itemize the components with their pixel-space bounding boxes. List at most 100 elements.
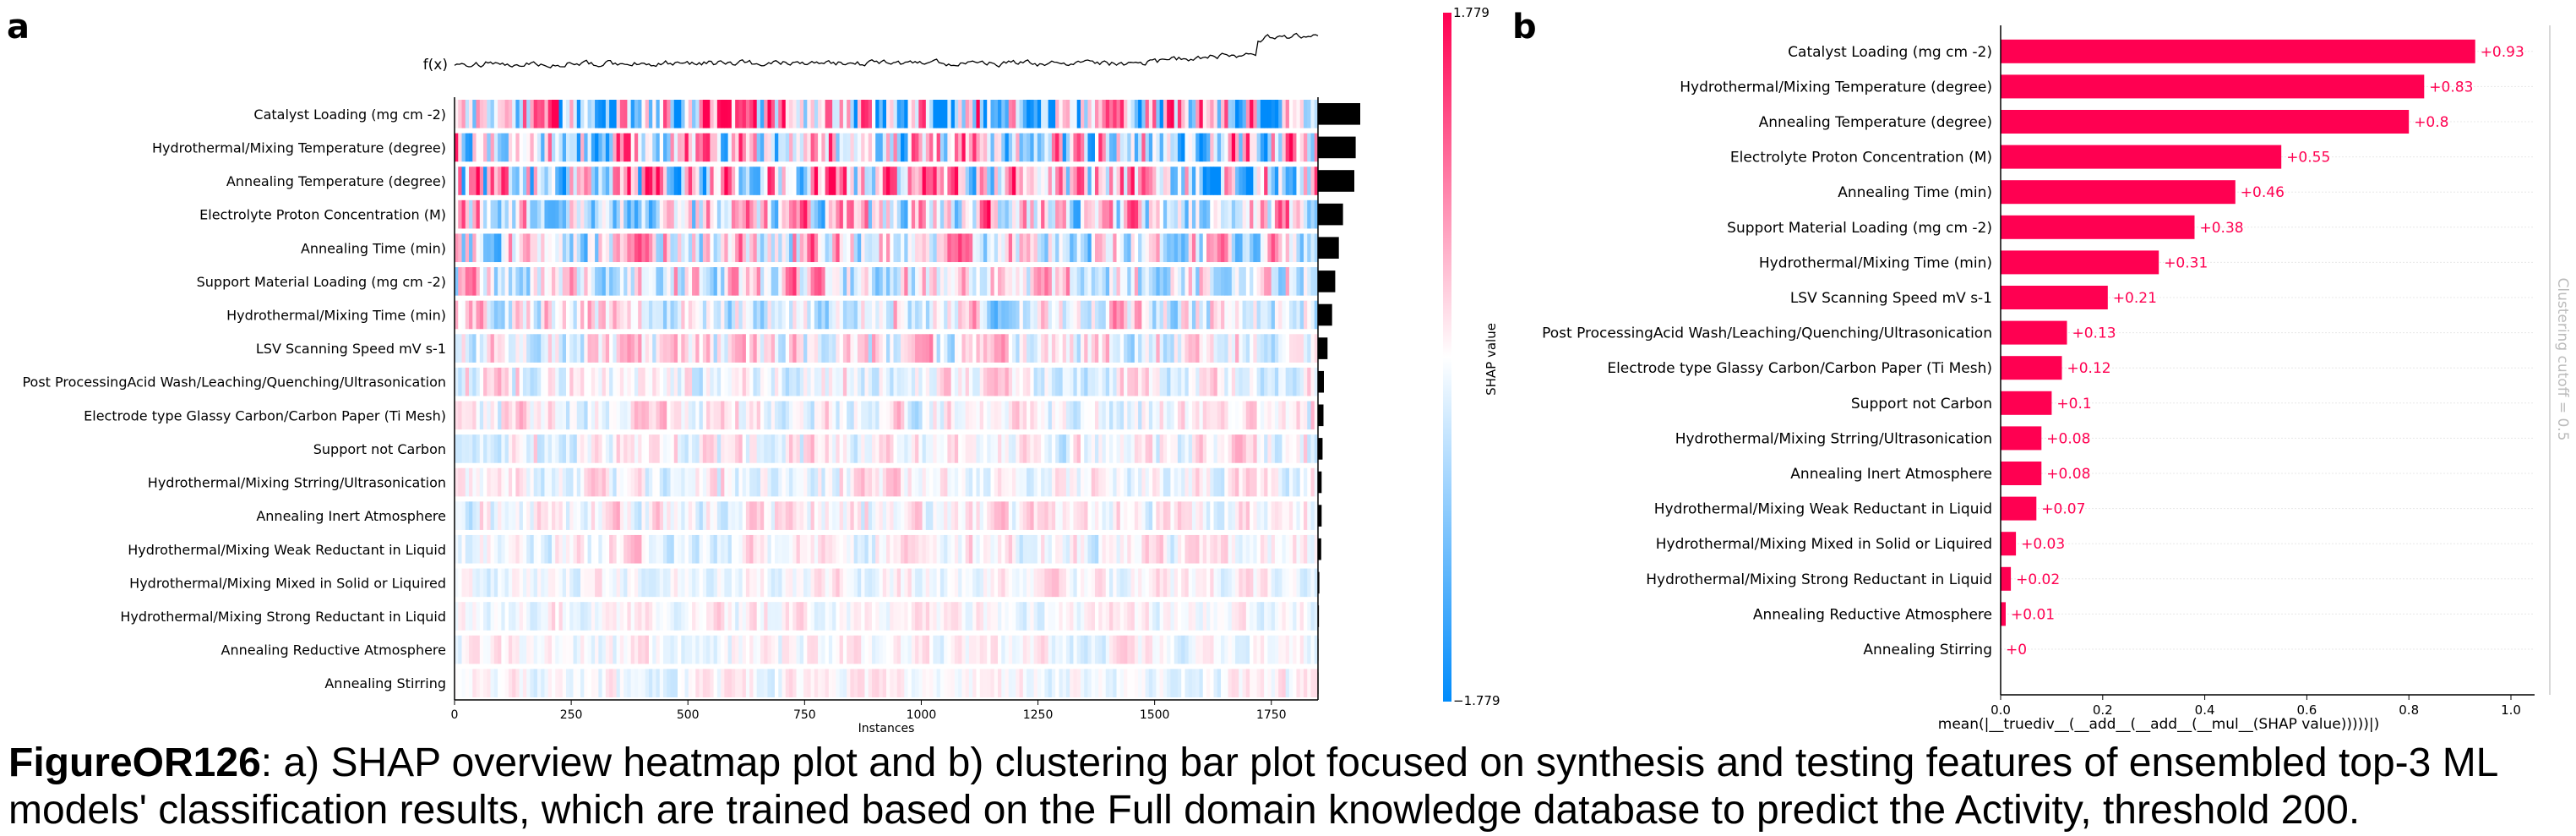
heatmap-cell <box>1191 334 1196 363</box>
heatmap-cell <box>731 233 736 263</box>
heatmap-cell <box>1163 133 1168 162</box>
heatmap-cell <box>591 501 596 530</box>
heatmap-cell <box>1274 167 1279 195</box>
heatmap-cell <box>1278 100 1283 128</box>
heatmap-cell <box>850 602 855 631</box>
heatmap-cell <box>483 669 487 697</box>
heatmap-cell <box>530 501 535 530</box>
heatmap-cell <box>479 434 484 463</box>
heatmap-cell <box>634 635 639 664</box>
heatmap-cell <box>994 602 999 631</box>
heatmap-cell <box>1062 669 1067 697</box>
heatmap-cell <box>771 233 776 263</box>
heatmap-cell <box>875 133 880 162</box>
heatmap-cell <box>605 167 610 195</box>
heatmap-cell <box>745 267 750 296</box>
heatmap-cell <box>1224 334 1228 363</box>
heatmap-cell <box>1167 669 1171 697</box>
heatmap-cell <box>1250 669 1254 697</box>
heatmap-cell <box>1213 467 1218 497</box>
bar-category-label: Hydrothermal/Mixing Mixed in Solid or Li… <box>1656 536 1992 553</box>
heatmap-cell <box>839 534 844 564</box>
heatmap-cell <box>918 467 923 497</box>
heatmap-cell <box>616 669 621 697</box>
heatmap-cell <box>1130 534 1136 564</box>
heatmap-cell <box>1030 434 1034 463</box>
heatmap-cell <box>836 434 841 463</box>
heatmap-cell <box>882 233 887 263</box>
heatmap-cell <box>842 635 847 664</box>
heatmap-cell <box>799 401 804 430</box>
heatmap-cell <box>493 334 498 363</box>
heatmap-cell <box>998 367 1002 396</box>
heatmap-cell <box>1195 635 1200 664</box>
heatmap-cell <box>1210 367 1214 396</box>
heatmap-cell <box>504 669 509 697</box>
heatmap-cell <box>721 267 725 296</box>
heatmap-cell <box>469 334 473 363</box>
heatmap-cell <box>915 635 919 664</box>
heatmap-cell <box>1119 602 1125 631</box>
heatmap-cell <box>1185 568 1190 598</box>
heatmap-cell <box>853 501 858 530</box>
heatmap-cell <box>893 233 898 263</box>
heatmap-cell <box>1181 669 1185 697</box>
heatmap-cell <box>857 199 862 229</box>
heatmap-cell <box>656 334 661 363</box>
heatmap-cell <box>907 100 912 128</box>
heatmap-cell <box>994 635 999 664</box>
heatmap-cell <box>1278 401 1283 430</box>
heatmap-cell <box>1185 334 1190 363</box>
heatmap-cell <box>648 401 653 430</box>
heatmap-cell <box>828 434 833 463</box>
heatmap-cell <box>836 167 841 195</box>
heatmap-cell <box>684 467 689 497</box>
heatmap-cell <box>753 635 758 664</box>
heatmap-cell <box>584 568 588 598</box>
heatmap-cell <box>871 669 876 697</box>
heatmap-cell <box>1148 434 1153 463</box>
heatmap-cell <box>1221 334 1225 363</box>
heatmap-cell <box>1288 501 1293 530</box>
heatmap-cell <box>749 467 754 497</box>
heatmap-cell <box>929 199 934 229</box>
heatmap-cell <box>1288 100 1293 128</box>
heatmap-cell <box>695 434 700 463</box>
heatmap-cell <box>1185 199 1190 229</box>
heatmap-cell <box>861 233 865 263</box>
heatmap-cell <box>933 534 938 564</box>
heatmap-cell <box>1070 568 1074 598</box>
heatmap-cell <box>727 534 732 564</box>
heatmap-cell <box>624 133 628 162</box>
heatmap-cell <box>1105 133 1110 162</box>
heatmap-cell <box>1217 434 1222 463</box>
heatmap-cell <box>749 367 754 396</box>
heatmap-cell <box>1145 367 1150 396</box>
heatmap-cell <box>544 669 549 697</box>
heatmap-cell <box>695 133 700 162</box>
heatmap-cell <box>839 167 844 195</box>
heatmap-cell <box>954 635 959 664</box>
heatmap-cell <box>1235 501 1239 530</box>
heatmap-cell <box>1307 467 1311 497</box>
heatmap-cell <box>1221 501 1225 530</box>
heatmap-cell <box>624 233 628 263</box>
heatmap-cell <box>522 669 527 697</box>
heatmap-cell <box>1202 534 1207 564</box>
heatmap-cell <box>472 501 477 530</box>
heatmap-cell <box>469 367 473 396</box>
heatmap-cell <box>998 267 1002 296</box>
heatmap-cell <box>1044 568 1049 598</box>
heatmap-cell <box>706 367 711 396</box>
heatmap-cell <box>1094 133 1099 162</box>
heatmap-cell <box>1185 167 1190 195</box>
heatmap-cell <box>1113 233 1117 263</box>
heatmap-cell <box>1105 233 1110 263</box>
heatmap-cell <box>624 669 628 697</box>
heatmap-cell <box>1206 167 1211 195</box>
heatmap-cell <box>1030 334 1034 363</box>
heatmap-cell <box>479 401 484 430</box>
heatmap-cell <box>990 568 995 598</box>
heatmap-cell <box>965 534 970 564</box>
heatmap-cell <box>519 267 524 296</box>
